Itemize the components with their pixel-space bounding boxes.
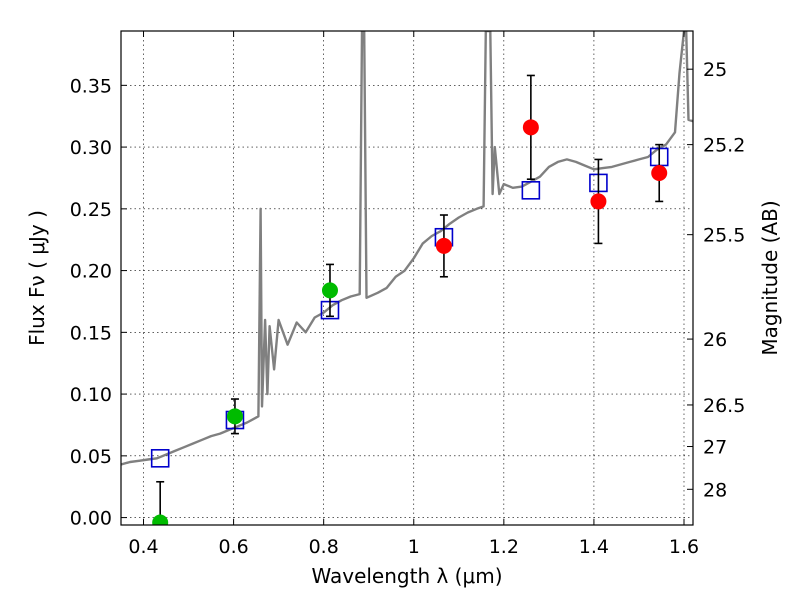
observed-point [590,193,607,210]
y2-tick-label: 25.5 [703,225,745,247]
y2-axis-title: Magnitude (AB) [758,200,782,355]
observed-point [435,237,452,254]
y2-tick-label: 25 [703,59,727,81]
spectrum-line [121,31,693,466]
y-tick-label: 0.25 [70,199,112,221]
y2-tick-label: 26 [703,329,727,351]
x-tick-label: 1.2 [489,536,519,558]
model-point [521,181,541,200]
y2-tick-label: 25.2 [703,135,745,157]
y-tick-label: 0.35 [70,75,112,97]
observed-point [651,165,668,182]
x-tick-label: 0.8 [309,536,339,558]
y-tick-label: 0.15 [70,322,112,344]
x-tick-label: 1.6 [669,536,699,558]
y-tick-label: 0.00 [70,508,112,530]
spectrum-layer [121,31,693,466]
x-tick-label: 1.4 [579,536,609,558]
x-tick-label: 1 [408,536,420,558]
axis-ticks: 0.4 0.6 0.8 1 1.2 1.4 1.6 0.00 0.05 0.10 0.15 0.20 0… [70,31,745,558]
x-axis-title: Wavelength λ (μm) [311,564,502,588]
plot-frame [120,30,694,526]
y-tick-label: 0.10 [70,384,112,406]
y-axis-title: Flux Fν ( μJy ) [25,210,49,346]
observed-point [226,408,243,425]
y-tick-label: 0.20 [70,261,112,283]
y-tick-label: 0.05 [70,446,112,468]
grid [121,31,693,525]
x-tick-label: 0.4 [128,536,158,558]
observed-point [321,282,338,299]
y2-tick-label: 28 [703,479,727,501]
y2-tick-label: 27 [703,437,727,459]
observed-point [152,514,169,525]
observed-point [522,119,539,136]
x-tick-label: 0.6 [218,536,248,558]
observed-points [152,74,668,525]
y-tick-label: 0.30 [70,137,112,159]
y2-tick-label: 26.5 [703,395,745,417]
model-point [150,449,170,468]
